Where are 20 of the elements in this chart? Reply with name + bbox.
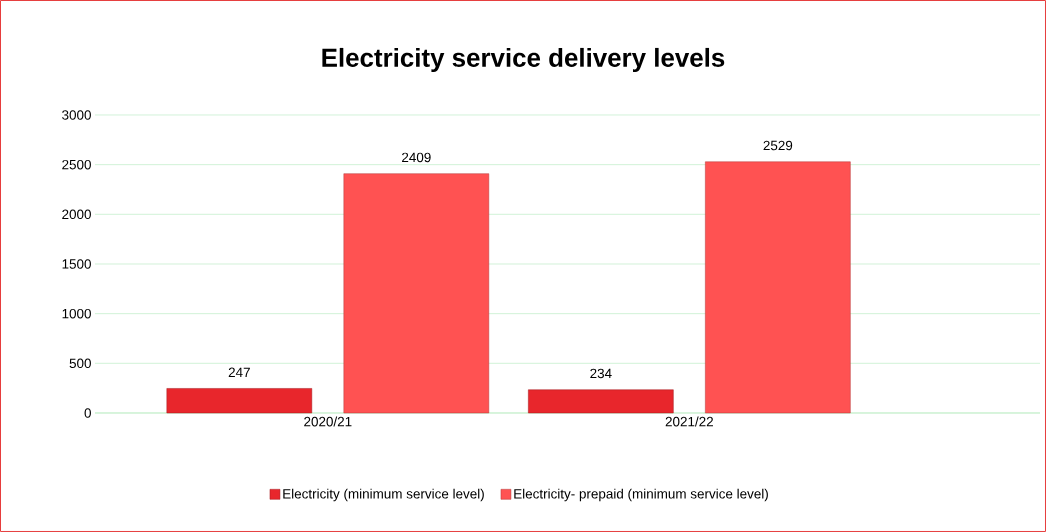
bar: [705, 161, 851, 414]
data-label: 234: [590, 368, 612, 379]
chart-title: Electricity service delivery levels: [322, 47, 725, 73]
x-tick-label: 2020/21: [304, 416, 352, 427]
bar: [343, 173, 490, 414]
data-label: 2409: [402, 152, 431, 163]
y-tick-label: 1500: [62, 259, 91, 269]
data-label: 247: [228, 367, 250, 377]
bar: [528, 389, 674, 414]
legend-label: Electricity- prepaid (minimum service level): [514, 488, 768, 502]
x-tick-label: 2021/22: [665, 416, 713, 427]
y-tick-label: 3000: [62, 110, 91, 120]
y-tick-label: 0: [84, 408, 91, 418]
y-tick-label: 500: [69, 358, 91, 369]
bar: [166, 388, 313, 414]
legend-label: Electricity (minimum service level): [283, 488, 484, 502]
data-label: 2529: [763, 140, 793, 151]
y-tick-label: 2000: [62, 209, 91, 220]
y-tick-label: 2500: [62, 159, 91, 170]
y-tick-label: 1000: [62, 308, 91, 319]
